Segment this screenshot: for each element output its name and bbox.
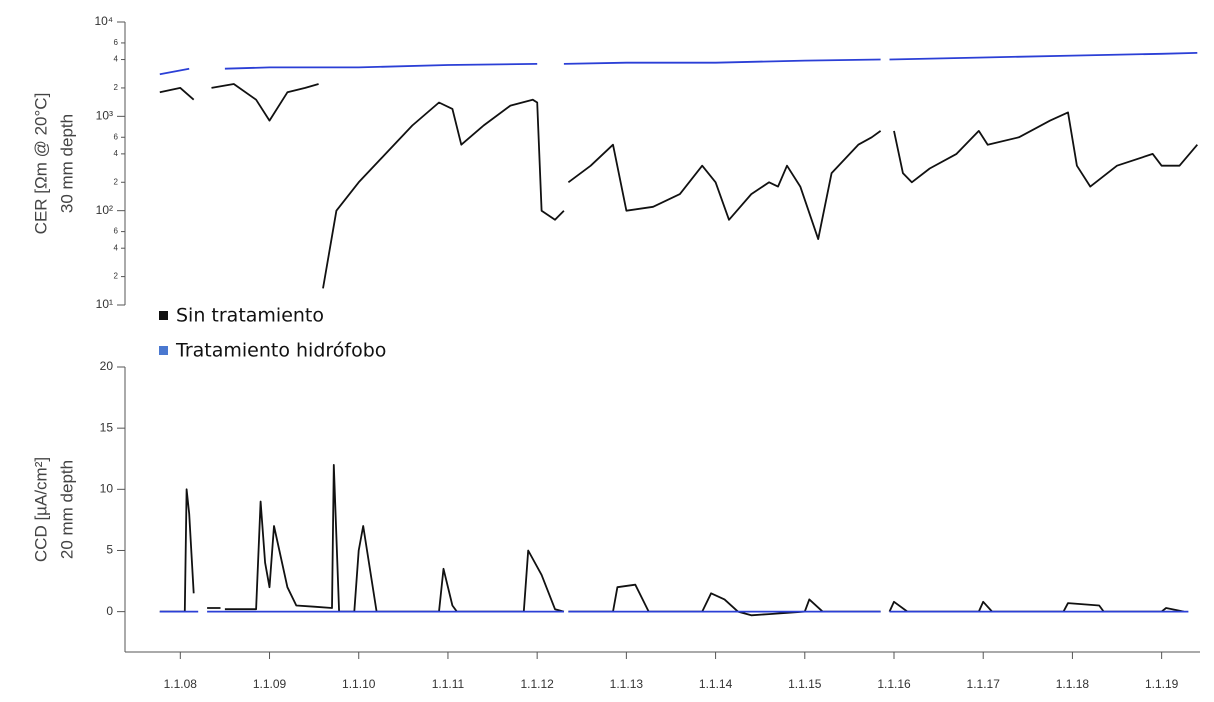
data-line (159, 52, 1198, 76)
y-axis-label: 20 mm depth (57, 460, 76, 559)
x-tick-label: 1.1.15 (788, 677, 822, 691)
x-tick-label: 1.1.16 (877, 677, 911, 691)
y-tick-label: 10⁴ (94, 14, 113, 28)
x-tick-label: 1.1.12 (520, 677, 554, 691)
y-tick-label: 20 (100, 359, 114, 373)
x-tick-label: 1.1.18 (1056, 677, 1090, 691)
y-axis-label: 30 mm depth (57, 114, 76, 213)
y-tick-label: 5 (106, 543, 113, 557)
y-tick-label: 15 (100, 420, 114, 434)
y-tick-label: 10² (96, 203, 113, 217)
x-tick-label: 1.1.10 (342, 677, 376, 691)
x-tick-label: 1.1.08 (164, 677, 198, 691)
y-tick-label: 10¹ (96, 297, 113, 311)
y-tick-label: 6 (114, 132, 119, 141)
y-tick-label: 10³ (96, 109, 113, 123)
x-tick-label: 1.1.11 (432, 677, 465, 691)
y-tick-label: 6 (114, 38, 119, 47)
x-tick-label: 1.1.09 (253, 677, 287, 691)
legend-label: Tratamiento hidrófobo (175, 340, 386, 362)
y-tick-label: 2 (114, 177, 119, 186)
y-axis-label: CER [Ωm @ 20°C] (31, 93, 50, 235)
y-tick-label: 4 (114, 149, 119, 158)
x-tick-label: 1.1.19 (1145, 677, 1179, 691)
data-line (159, 83, 1198, 289)
y-tick-label: 10 (100, 481, 114, 495)
x-tick-label: 1.1.14 (699, 677, 733, 691)
y-tick-label: 4 (114, 243, 119, 252)
legend-swatch (159, 346, 168, 355)
x-tick-label: 1.1.17 (967, 677, 1001, 691)
x-tick-label: 1.1.13 (610, 677, 644, 691)
y-tick-label: 2 (114, 272, 119, 281)
legend-label: Sin tratamiento (176, 305, 324, 327)
y-tick-label: 6 (114, 227, 119, 236)
legend-swatch (159, 311, 168, 320)
y-axis-label: CCD [µA/cm²] (31, 457, 50, 562)
y-tick-label: 4 (114, 55, 119, 64)
y-tick-label: 2 (114, 83, 119, 92)
y-tick-label: 0 (106, 604, 113, 618)
data-line (160, 465, 1195, 615)
